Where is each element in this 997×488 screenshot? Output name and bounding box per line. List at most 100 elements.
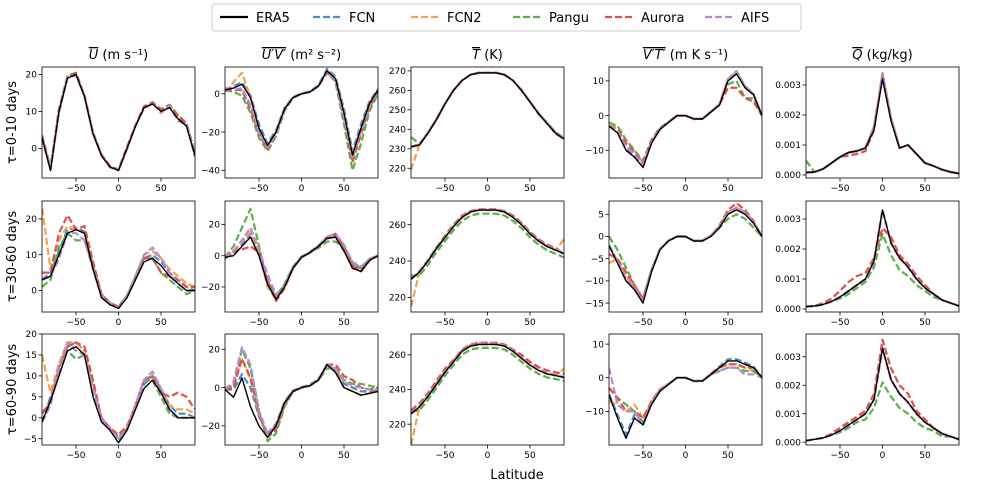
x-tick-label: 50 <box>338 184 350 194</box>
x-tick-label: −50 <box>436 451 455 461</box>
series-era5-r3-uv <box>225 363 378 438</box>
series-era5-r1-uv <box>225 70 378 156</box>
series-era5-r3-q <box>806 347 959 442</box>
x-tick-label: −50 <box>250 318 269 328</box>
series-pangu-r3-t <box>411 346 564 414</box>
x-tick-label: 0 <box>485 318 491 328</box>
legend-frame <box>211 3 802 32</box>
x-tick-label: 0 <box>683 184 689 194</box>
series-era5-r3-t <box>411 343 564 415</box>
y-tick-label: −5 <box>591 255 604 265</box>
y-tick-label: 240 <box>389 126 406 136</box>
x-tick-label: −50 <box>250 184 269 194</box>
series-fcn-r1-t <box>411 71 564 148</box>
y-tick-label: 10 <box>26 251 38 261</box>
y-tick-label: 0 <box>598 374 604 384</box>
series-fcn2-r1-q <box>806 74 959 175</box>
y-tick-label: −5 <box>24 435 37 445</box>
series-aifs-r1-uv <box>225 69 378 160</box>
series-pangu-r2-t <box>411 212 564 277</box>
column-titles: U (m s⁻¹) U′V′ (m² s⁻²) T (K) V′T′ (m K s⁻¹… <box>89 48 913 63</box>
y-tick-label: 10 <box>26 372 38 382</box>
x-tick-label: 50 <box>919 451 931 461</box>
column-title-q: Q (kg/kg) <box>852 48 912 63</box>
x-tick-label: −50 <box>831 318 850 328</box>
x-tick-label: 50 <box>524 318 536 328</box>
series-pangu-r3-vt <box>609 366 762 426</box>
series-aifs-r1-q <box>806 71 959 175</box>
x-tick-label: 0 <box>116 451 122 461</box>
x-tick-label: 50 <box>155 184 167 194</box>
y-tick-label: −10 <box>585 277 604 287</box>
legend-label-fcn2: FCN2 <box>447 11 482 26</box>
y-tick-label: −15 <box>585 299 604 309</box>
y-tick-label: 0.002 <box>775 111 801 121</box>
panel-r2-vt: −50 0 50−15−10−505 <box>585 200 763 328</box>
series-pangu-r1-q <box>806 74 959 175</box>
panel-r2-u: −50 0 50 0 10 20 <box>26 200 196 328</box>
y-tick-label: −20 <box>201 422 220 432</box>
series-era5-r1-t <box>411 72 564 148</box>
x-tick-label: 0 <box>683 318 689 328</box>
panel-r1-uv: −50 0 50 −40 −20 0 <box>201 66 379 194</box>
panel-r1-q: −50 0 50 0.000 0.001 0.002 0.003 <box>775 66 960 194</box>
series-aurora-r2-vt <box>609 202 762 300</box>
column-title-u: U (m s⁻¹) <box>89 48 148 63</box>
x-tick-label: −50 <box>67 184 86 194</box>
y-tick-label: 0.001 <box>775 275 801 285</box>
x-tick-label: −50 <box>831 184 850 194</box>
y-tick-label: 260 <box>389 87 406 97</box>
x-tick-label: 50 <box>722 451 734 461</box>
y-tick-label: 20 <box>26 215 38 225</box>
panel-r3-vt: −50 0 50 −10 0 10 <box>585 333 763 461</box>
x-tick-label: 0 <box>116 184 122 194</box>
y-tick-label: 0 <box>214 90 220 100</box>
x-tick-label: 0 <box>485 451 491 461</box>
x-tick-label: −50 <box>634 184 653 194</box>
series-pangu-r3-q <box>806 381 959 442</box>
series-pangu-r1-t <box>411 71 564 145</box>
y-tick-label: 0.003 <box>775 215 801 225</box>
x-tick-label: −50 <box>831 451 850 461</box>
x-tick-label: 0 <box>880 451 886 461</box>
column-title-uv: U′V′ (m² s⁻²) <box>262 48 341 63</box>
y-tick-label: 250 <box>389 106 406 116</box>
y-tick-label: 10 <box>26 108 38 118</box>
panel-r3-q: −50 0 50 0.000 0.001 0.002 0.003 <box>775 333 960 461</box>
series-fcn-r3-t <box>411 342 564 415</box>
x-tick-label: −50 <box>634 451 653 461</box>
legend-label-pangu: Pangu <box>549 11 589 26</box>
legend-label-fcn: FCN <box>349 11 375 26</box>
x-tick-label: −50 <box>634 318 653 328</box>
series-era5-r2-t <box>411 209 564 280</box>
x-tick-label: −50 <box>250 451 269 461</box>
y-tick-label: −20 <box>201 283 220 293</box>
y-tick-label: 260 <box>389 221 406 231</box>
series-aurora-r1-q <box>806 71 959 175</box>
series-era5-r2-q <box>806 209 959 308</box>
y-tick-label: 0 <box>31 414 37 424</box>
x-tick-label: −50 <box>436 318 455 328</box>
x-tick-label: 50 <box>919 318 931 328</box>
row-label-1: τ=0-10 days <box>5 81 20 164</box>
y-tick-label: 0.002 <box>775 245 801 255</box>
row-label-3: τ=60-90 days <box>5 344 20 436</box>
y-tick-label: −40 <box>201 167 220 177</box>
axes-frame <box>608 200 763 313</box>
y-tick-label: 220 <box>389 164 406 174</box>
panel-r2-q: −50 0 50 0.000 0.001 0.002 0.003 <box>775 200 960 328</box>
axes-frame <box>608 333 763 446</box>
x-tick-label: −50 <box>67 451 86 461</box>
x-tick-label: 50 <box>155 318 167 328</box>
legend: ERA5 FCN FCN2 Pangu Aurora AIFS <box>211 3 802 32</box>
series-fcn-r1-q <box>806 74 959 175</box>
panel-r1-vt: −50 0 50 −10 0 10 <box>585 66 763 194</box>
x-tick-label: 0 <box>299 451 305 461</box>
series-fcn2-r2-q <box>806 208 959 308</box>
legend-label-era5: ERA5 <box>256 11 290 26</box>
series-era5-r2-uv <box>225 236 378 301</box>
series-era5-r1-vt <box>609 73 762 169</box>
